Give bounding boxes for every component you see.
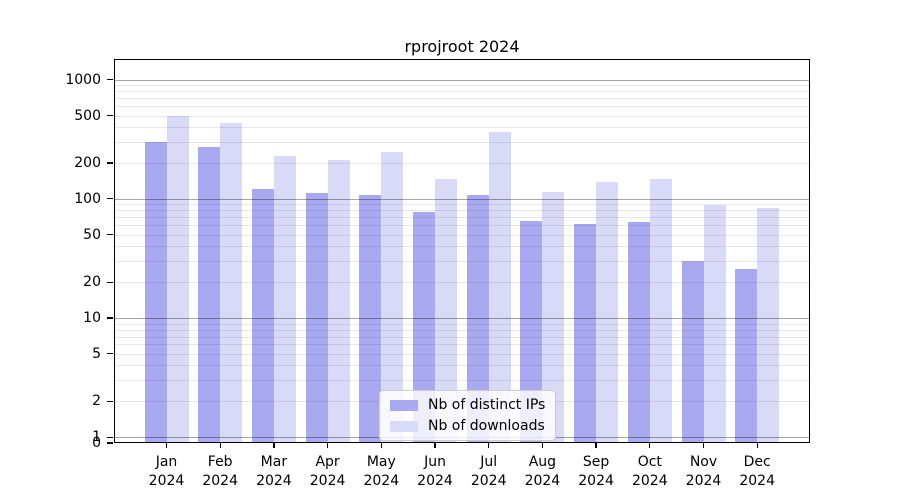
x-tick-label-dec: Dec 2024 (739, 454, 775, 489)
y-tick-label-2: 2 (92, 393, 101, 410)
x-tick-mark-jun (434, 443, 436, 448)
x-tick-mark-feb (219, 443, 221, 448)
bar-distinct-ips-sep (574, 223, 597, 443)
y-tick-mark-500 (107, 114, 113, 117)
y-tick-label-0: 0 (92, 435, 101, 451)
x-tick-mark-jul (488, 443, 490, 448)
bar-downloads-apr (327, 159, 350, 443)
x-tick-label-nov: Nov 2024 (685, 454, 722, 489)
x-tick-mark-may (380, 443, 382, 448)
legend-item-distinct-ips: Nb of distinct IPs (390, 397, 545, 413)
x-tick-mark-jan (165, 443, 168, 448)
y-tick-mark-10 (107, 317, 113, 319)
bar-distinct-ips-nov (681, 261, 704, 443)
y-tick-label-200: 200 (74, 154, 101, 171)
bar-distinct-ips-mar (251, 189, 274, 443)
y-tick-mark-1000 (107, 78, 113, 81)
legend-label-downloads: Nb of downloads (428, 418, 545, 434)
legend-swatch-downloads (390, 420, 418, 432)
bar-downloads-nov (703, 205, 726, 443)
y-tick-label-100: 100 (74, 190, 101, 207)
bar-downloads-dec (757, 208, 780, 443)
bar-distinct-ips-oct (627, 221, 650, 443)
y-tick-mark-50 (107, 234, 113, 236)
bar-downloads-oct (649, 178, 672, 443)
x-tick-label-mar: Mar 2024 (256, 454, 292, 489)
y-tick-label-1: 1 (92, 429, 101, 446)
bar-downloads-sep (596, 182, 619, 443)
y-tick-mark-200 (107, 162, 113, 164)
bar-downloads-mar (273, 155, 296, 443)
x-tick-label-jul: Jul 2024 (470, 454, 507, 489)
x-tick-label-feb: Feb 2024 (202, 454, 238, 489)
y-tick-mark-20 (107, 281, 113, 283)
y-tick-mark-1 (107, 436, 113, 438)
bar-distinct-ips-jul (466, 195, 489, 443)
legend-item-downloads: Nb of downloads (390, 418, 545, 434)
y-tick-label-1000: 1000 (65, 71, 101, 88)
bar-distinct-ips-dec (735, 268, 758, 443)
x-tick-label-sep: Sep 2024 (578, 454, 614, 489)
y-tick-label-20: 20 (83, 274, 101, 291)
bar-distinct-ips-may (359, 195, 382, 443)
x-tick-mark-aug (541, 443, 544, 448)
x-tick-label-aug: Aug 2024 (524, 454, 561, 489)
bar-downloads-jul (488, 132, 511, 443)
x-tick-label-may: May 2024 (363, 454, 400, 489)
y-tick-label-50: 50 (83, 226, 101, 243)
y-tick-mark-0 (107, 442, 113, 444)
bar-distinct-ips-jan (144, 141, 167, 443)
y-tick-label-5: 5 (92, 345, 101, 362)
y-tick-mark-2 (107, 400, 113, 402)
bar-distinct-ips-feb (198, 147, 221, 443)
bar-distinct-ips-apr (305, 192, 328, 443)
y-tick-mark-5 (107, 353, 113, 355)
bar-distinct-ips-aug (520, 221, 543, 443)
y-tick-mark-100 (107, 198, 113, 200)
legend-label-distinct-ips: Nb of distinct IPs (428, 397, 546, 413)
y-tick-label-500: 500 (74, 107, 101, 124)
bar-downloads-jan (166, 115, 189, 443)
x-tick-mark-nov (702, 443, 705, 448)
x-tick-mark-dec (756, 443, 758, 448)
y-tick-label-10: 10 (83, 310, 101, 326)
x-tick-label-oct: Oct 2024 (631, 454, 668, 489)
legend: Nb of distinct IPs Nb of downloads (379, 390, 557, 441)
bar-distinct-ips-jun (413, 211, 435, 443)
x-tick-label-jun: Jun 2024 (417, 454, 453, 489)
plot-area: Nb of distinct IPs Nb of downloads (114, 59, 810, 443)
x-tick-label-jan: Jan 2024 (148, 454, 185, 489)
bar-downloads-may (381, 152, 404, 443)
bar-downloads-feb (220, 123, 243, 443)
x-tick-mark-apr (326, 443, 329, 448)
x-tick-mark-sep (595, 443, 597, 448)
bars-layer (114, 59, 810, 443)
legend-swatch-distinct-ips (390, 399, 418, 411)
chart-title: rprojroot 2024 (404, 37, 520, 56)
bar-downloads-jun (435, 178, 457, 443)
bar-downloads-aug (542, 191, 565, 443)
x-tick-mark-oct (649, 443, 651, 448)
x-tick-label-apr: Apr 2024 (309, 454, 346, 489)
x-tick-mark-mar (273, 443, 275, 448)
